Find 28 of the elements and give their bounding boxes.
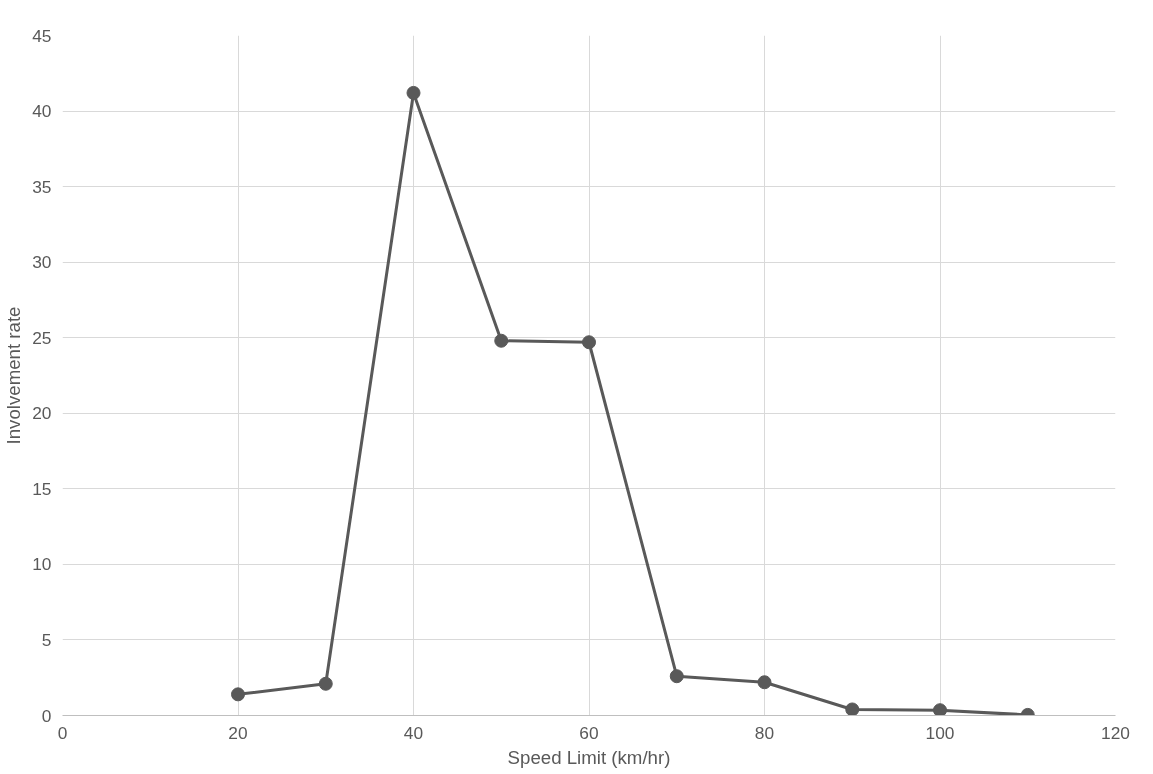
y-tick-label: 40 [32, 101, 52, 122]
y-tick-label: 35 [32, 176, 52, 197]
x-tick-label: 100 [925, 722, 955, 743]
y-tick-label: 5 [41, 629, 52, 650]
point [582, 335, 596, 350]
x-tick-label: 0 [57, 722, 68, 743]
point [406, 85, 421, 100]
y-tick-label: 25 [32, 327, 52, 348]
y-axis-title: Involvement rate [3, 306, 25, 445]
y-tick-label: 15 [32, 478, 52, 499]
x-tick-label: 20 [228, 722, 248, 743]
x-tick-label: 120 [1101, 722, 1130, 743]
point [845, 702, 860, 716]
point [318, 676, 333, 691]
y-tick-label: 20 [32, 403, 52, 424]
point [669, 669, 684, 684]
y-tick-label: 30 [32, 252, 52, 273]
x-tick-label: 40 [403, 722, 424, 743]
point [757, 675, 772, 690]
point [494, 333, 509, 348]
point [231, 687, 245, 702]
point [933, 703, 947, 716]
y-tick-label: 10 [32, 554, 52, 575]
x-tick-label: 80 [754, 722, 775, 743]
x-tick-label: 60 [579, 722, 599, 743]
y-tick-label: 45 [32, 25, 52, 46]
y-tick-label: 0 [41, 705, 52, 726]
x-axis-title: Speed Limit (km/hr) [507, 746, 671, 768]
